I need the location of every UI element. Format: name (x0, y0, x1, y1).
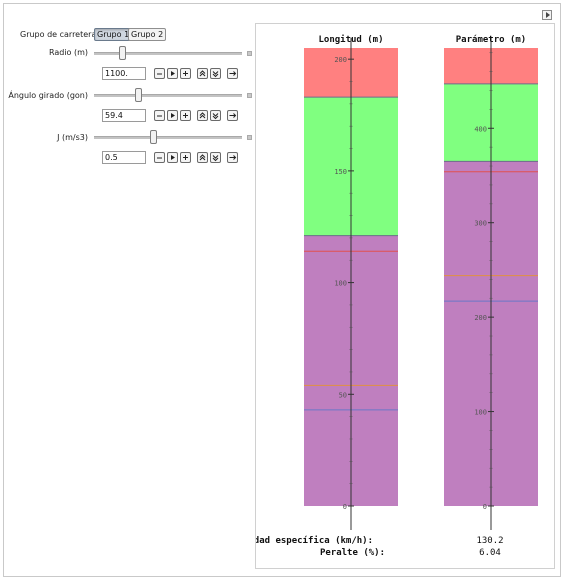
longitud-tick-label: 150 (334, 168, 347, 176)
parametro-tick-label: 100 (474, 409, 487, 417)
j-expand-toggle[interactable] (247, 135, 252, 140)
j-value-field[interactable]: 0.5 (102, 151, 146, 164)
j-faster-button[interactable] (197, 152, 208, 163)
j-label: J (m/s3) (57, 133, 88, 142)
radio-slower-button[interactable] (210, 68, 221, 79)
longitud-tick-label: 100 (334, 280, 347, 288)
group-1-button[interactable]: Grupo 1 (94, 28, 133, 41)
radio-slider-track[interactable] (94, 52, 242, 55)
parametro-tick-label: 0 (483, 503, 487, 511)
j-slider-track[interactable] (94, 136, 242, 139)
angulo-play-button[interactable] (167, 110, 178, 121)
longitud-tick-label: 200 (334, 56, 347, 64)
angulo-value-field[interactable]: 59.4 (102, 109, 146, 122)
peralte-value: 6.04 (479, 548, 501, 558)
j-direction-button[interactable] (227, 152, 238, 163)
angulo-expand-toggle[interactable] (247, 93, 252, 98)
group-label: Grupo de carretera (20, 30, 97, 39)
radio-label: Radio (m) (48, 48, 88, 57)
charts-svg: 0 50 100 150 200 Longitud (m) 0 100 200 300 400 Pa… (221, 34, 538, 558)
angulo-label: Ángulo girado (gon) (8, 91, 88, 100)
velocidad-label: Velocidad específica (km/h): (256, 535, 373, 546)
parametro-tick-label: 300 (474, 220, 487, 228)
radio-faster-button[interactable] (197, 68, 208, 79)
options-menu-button[interactable] (542, 10, 552, 20)
radio-slider-thumb[interactable] (119, 46, 126, 60)
output-panel: 0 50 100 150 200 Longitud (m) 0 100 200 300 400 Pa… (221, 23, 555, 569)
radio-expand-toggle[interactable] (247, 51, 252, 56)
angulo-slider-thumb[interactable] (135, 88, 142, 102)
j-decrement-button[interactable] (154, 152, 165, 163)
angulo-increment-button[interactable] (180, 110, 191, 121)
j-slider-thumb[interactable] (150, 130, 157, 144)
longitud-title: Longitud (m) (318, 34, 383, 45)
radio-increment-button[interactable] (180, 68, 191, 79)
longitud-tick-label: 0 (343, 503, 347, 511)
angulo-slower-button[interactable] (210, 110, 221, 121)
angulo-decrement-button[interactable] (154, 110, 165, 121)
radio-direction-button[interactable] (227, 68, 238, 79)
play-triangle-icon (546, 12, 550, 18)
parametro-chart: 0 100 200 300 400 Parámetro (m) (444, 35, 538, 530)
parametro-tick-label: 200 (474, 314, 487, 322)
angulo-direction-button[interactable] (227, 110, 238, 121)
parametro-tick-label: 400 (474, 125, 487, 133)
group-2-button[interactable]: Grupo 2 (128, 28, 167, 41)
parametro-title: Parámetro (m) (456, 35, 526, 45)
radio-decrement-button[interactable] (154, 68, 165, 79)
j-slower-button[interactable] (210, 152, 221, 163)
longitud-chart: 0 50 100 150 200 Longitud (m) (304, 34, 398, 530)
velocidad-value: 130.2 (476, 536, 503, 546)
j-increment-button[interactable] (180, 152, 191, 163)
j-play-button[interactable] (167, 152, 178, 163)
radio-play-button[interactable] (167, 68, 178, 79)
longitud-tick-label: 50 (339, 391, 347, 399)
angulo-slider-track[interactable] (94, 94, 242, 97)
radio-value-field[interactable]: 1100. (102, 67, 146, 80)
angulo-faster-button[interactable] (197, 110, 208, 121)
peralte-label: Peralte (%): (320, 548, 385, 558)
